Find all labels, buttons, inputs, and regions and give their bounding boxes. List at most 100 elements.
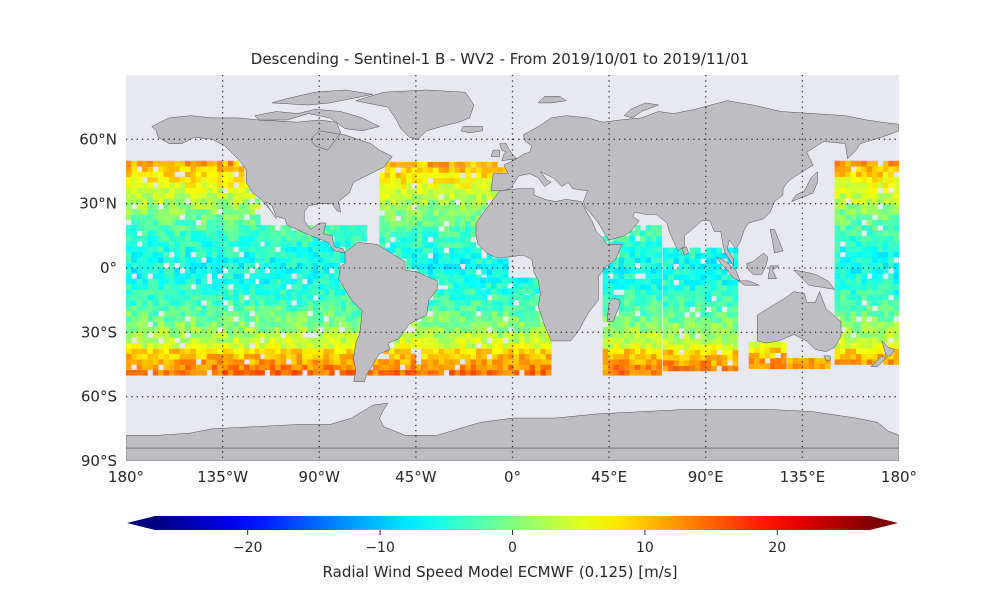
wind-cell	[629, 257, 636, 263]
wind-cell	[136, 273, 143, 280]
wind-cell	[545, 337, 552, 344]
wind-cell	[275, 326, 281, 333]
wind-cell	[850, 257, 857, 263]
wind-cell	[217, 198, 223, 204]
wind-cell	[416, 177, 423, 184]
wind-cell	[866, 171, 873, 178]
wind-cell	[684, 285, 690, 291]
wind-cell	[126, 359, 132, 365]
wind-cell	[882, 284, 889, 290]
wind-cell	[465, 300, 471, 306]
wind-cell	[339, 225, 346, 231]
wind-cell	[689, 290, 696, 297]
wind-cell	[158, 176, 164, 183]
wind-cell	[443, 177, 450, 184]
wind-cell	[275, 337, 281, 344]
wind-cell	[275, 284, 281, 290]
wind-cell	[400, 215, 407, 222]
wind-cell	[158, 348, 164, 355]
wind-cell	[163, 326, 170, 333]
wind-cell	[721, 290, 728, 297]
wind-cell	[201, 230, 207, 237]
wind-cell	[861, 353, 868, 360]
wind-cell	[142, 171, 148, 178]
wind-cell	[705, 252, 712, 259]
wind-cell	[476, 300, 482, 306]
wind-cell	[732, 252, 739, 259]
wind-cell	[152, 268, 159, 274]
wind-cell	[449, 161, 455, 168]
wind-cell	[307, 369, 314, 376]
wind-cell	[454, 332, 461, 338]
wind-cell	[312, 273, 319, 280]
wind-cell	[158, 359, 164, 365]
wind-cell	[259, 289, 265, 296]
wind-cell	[211, 343, 218, 349]
wind-cell	[280, 278, 287, 285]
wind-cell	[211, 332, 218, 338]
wind-cell	[395, 177, 402, 184]
wind-cell	[222, 262, 229, 269]
wind-cell	[142, 182, 148, 188]
wind-cell	[502, 326, 509, 333]
wind-cell	[427, 348, 434, 355]
wind-cell	[861, 251, 868, 258]
wind-cell	[438, 279, 445, 286]
wind-cell	[427, 194, 434, 200]
wind-cell	[508, 316, 514, 322]
wind-cell	[131, 257, 138, 263]
wind-cell	[406, 188, 412, 195]
wind-cell	[470, 353, 477, 360]
wind-cell	[732, 344, 739, 350]
wind-cell	[535, 294, 541, 301]
wind-cell	[524, 321, 530, 328]
wind-cell	[411, 161, 418, 168]
wind-cell	[168, 203, 175, 210]
wind-cell	[126, 337, 132, 344]
wind-cell	[227, 273, 234, 280]
wind-cell	[454, 210, 461, 216]
wind-cell	[302, 305, 308, 312]
wind-cell	[770, 352, 776, 359]
wind-cell	[888, 284, 894, 290]
wind-cell	[280, 294, 287, 301]
wind-cell	[634, 284, 641, 290]
wind-cell	[217, 369, 223, 376]
wind-cell	[416, 204, 423, 211]
wind-cell	[486, 369, 493, 376]
wind-cell	[834, 198, 841, 204]
wind-cell	[185, 284, 191, 290]
graticule	[126, 75, 899, 461]
wind-cell	[185, 192, 191, 199]
wind-cell	[433, 300, 439, 306]
wind-cell	[861, 241, 868, 247]
wind-cell	[411, 210, 418, 216]
wind-cell	[524, 294, 530, 301]
wind-cell	[264, 246, 271, 253]
wind-cell	[470, 231, 477, 238]
wind-cell	[346, 300, 352, 306]
wind-cell	[834, 219, 841, 226]
wind-cell	[433, 348, 439, 355]
wind-cell	[705, 247, 712, 254]
wind-cell	[443, 310, 450, 317]
wind-cell	[158, 305, 164, 312]
wind-cell	[211, 235, 218, 242]
wind-cell	[459, 353, 466, 360]
wind-cell	[195, 166, 202, 172]
wind-cell	[147, 337, 154, 344]
wind-cell	[416, 183, 423, 189]
wind-cell	[427, 364, 434, 371]
wind-cell	[361, 225, 367, 231]
wind-cell	[233, 166, 240, 172]
wind-cell	[147, 246, 154, 253]
wind-cell	[454, 183, 461, 189]
wind-cell	[136, 364, 143, 371]
wind-cell	[465, 359, 471, 365]
wind-cell	[872, 359, 878, 365]
wind-cell	[190, 321, 197, 328]
wind-cell	[318, 294, 324, 301]
wind-cell	[770, 358, 776, 364]
wind-cell	[486, 263, 493, 270]
wind-cell	[673, 301, 680, 307]
